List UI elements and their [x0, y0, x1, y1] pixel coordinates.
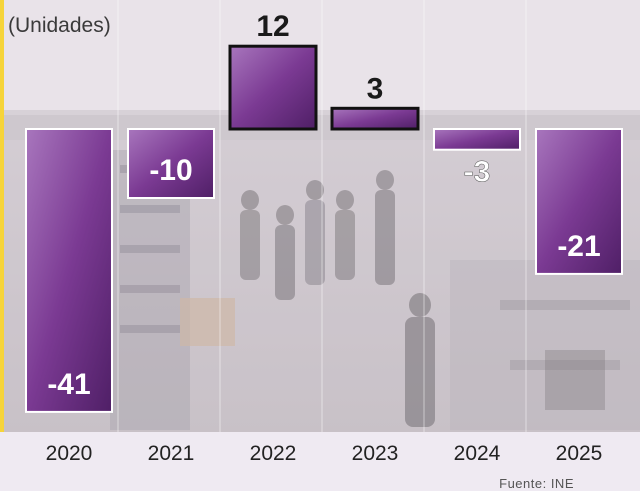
data-label-2024: -3: [464, 156, 491, 189]
bar-2021: [127, 128, 215, 199]
source-note: Fuente: INE: [499, 476, 574, 491]
data-label-2020: -41: [47, 368, 90, 401]
data-label-2023: 3: [367, 72, 384, 105]
x-axis-band: Fuente: INE: [0, 432, 640, 491]
bar-2020: [25, 128, 113, 413]
bar-2024: [433, 128, 521, 151]
bar-2022: [228, 44, 318, 131]
accent-stripe: [0, 0, 4, 432]
data-label-2022: 12: [256, 10, 289, 43]
chart-subtitle: (Unidades): [8, 14, 111, 37]
data-label-2025: -21: [557, 230, 600, 263]
data-label-2021: -10: [149, 154, 192, 187]
bar-2023: [330, 106, 420, 131]
bar-2025: [535, 128, 623, 275]
